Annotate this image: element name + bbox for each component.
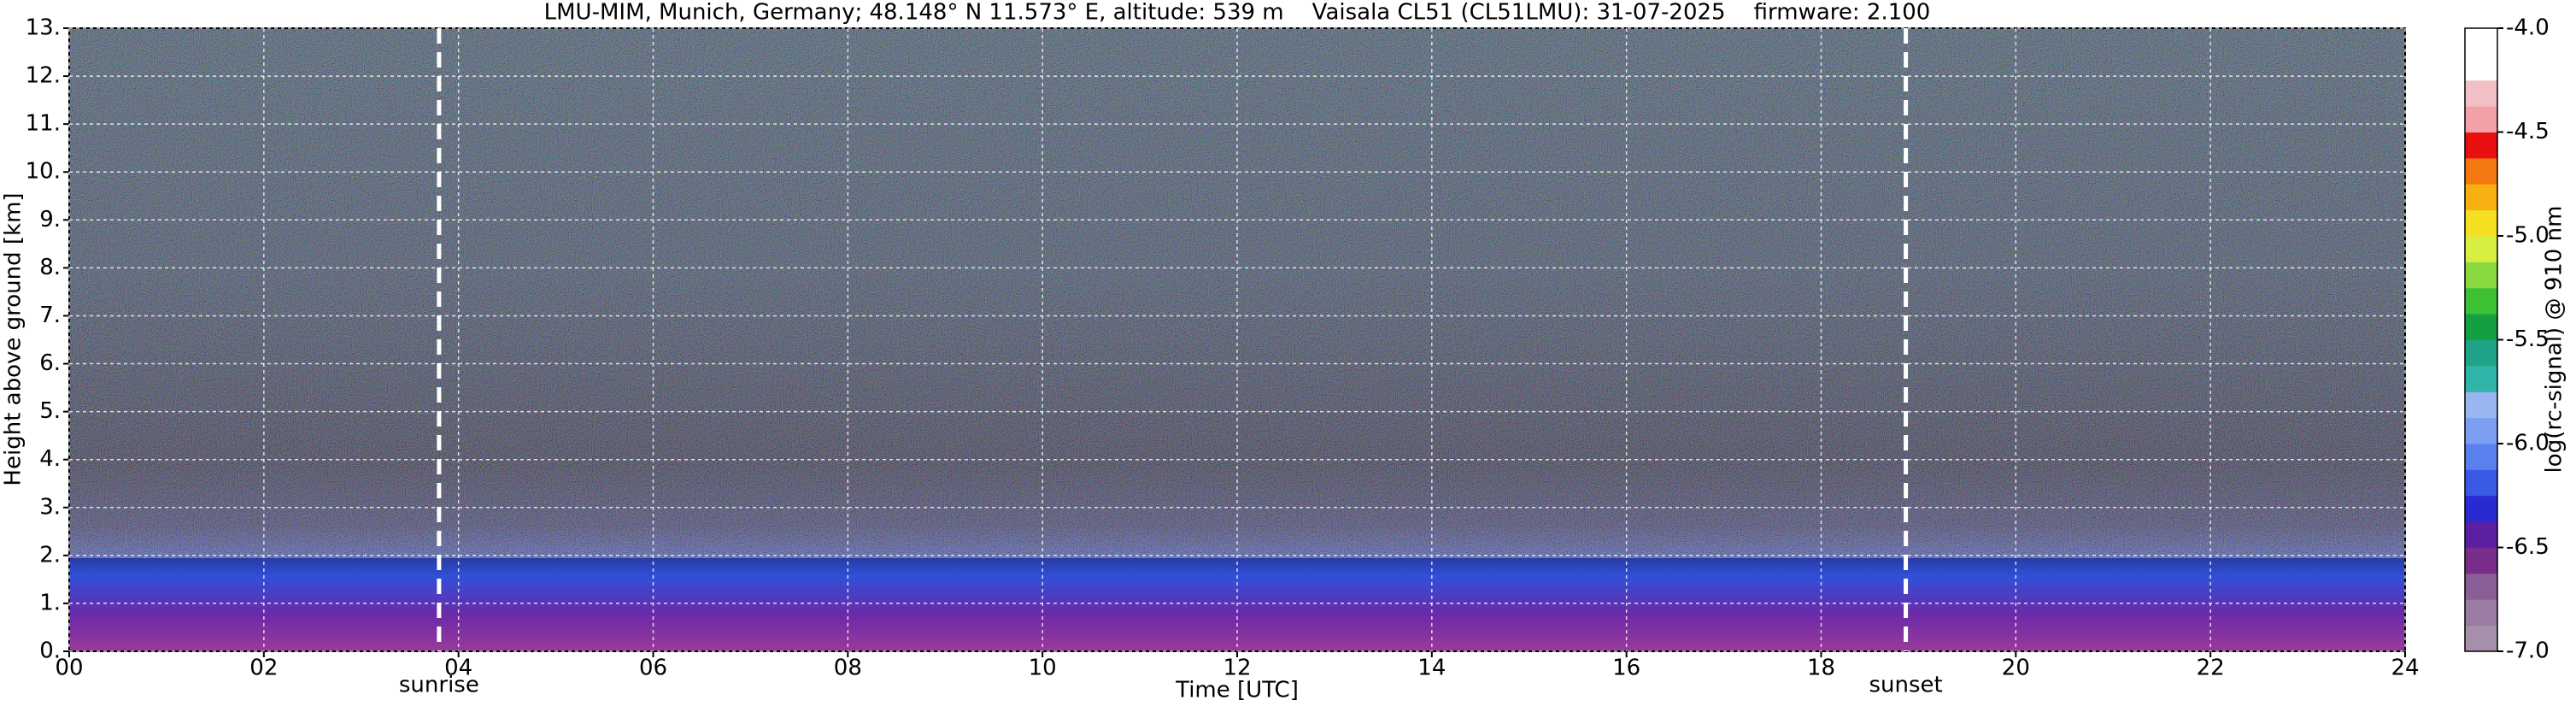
x-tick-label: 08	[834, 656, 862, 681]
y-axis-label: Height above ground [km]	[1, 192, 26, 485]
colorbar-swatch	[2465, 54, 2497, 81]
y-tick-label: 13.	[26, 15, 61, 41]
y-tick-label: 12.	[26, 63, 61, 89]
colorbar-swatch	[2465, 469, 2497, 497]
x-tick-label: 16	[1612, 656, 1640, 681]
colorbar-tick-label: -5.5	[2506, 327, 2550, 352]
colorbar-swatch	[2465, 184, 2497, 211]
x-tick-label: 02	[249, 656, 278, 681]
colorbar-swatch	[2465, 521, 2497, 548]
y-tick-label: 11.	[26, 111, 61, 137]
colorbar-swatch	[2465, 287, 2497, 315]
x-tick-label: 18	[1807, 656, 1835, 681]
colorbar-swatch	[2465, 391, 2497, 419]
colorbar-swatch	[2465, 417, 2497, 444]
x-tick-label: 06	[639, 656, 667, 681]
y-tick-label: 10.	[26, 159, 61, 185]
y-tick-label: 9.	[39, 207, 61, 232]
y-tick-label: 5.	[39, 398, 61, 424]
x-tick-label: 24	[2391, 656, 2419, 681]
x-tick-label: 14	[1417, 656, 1446, 681]
colorbar-swatch	[2465, 625, 2497, 652]
x-tick-label: 12	[1223, 656, 1251, 681]
colorbar-swatch	[2465, 339, 2497, 367]
colorbar-label: log(rc-signal) @ 910 nm	[2542, 206, 2567, 474]
colorbar-swatch	[2465, 157, 2497, 185]
annotation-label: sunset	[1869, 673, 1942, 698]
colorbar-swatch	[2465, 547, 2497, 574]
x-axis-label: Time [UTC]	[1175, 678, 1299, 703]
x-tick-label: 10	[1029, 656, 1057, 681]
colorbar-tick-label: -5.0	[2506, 223, 2550, 249]
annotation-label: sunrise	[399, 673, 479, 698]
colorbar-swatch	[2465, 209, 2497, 237]
y-tick-label: 2.	[39, 542, 61, 568]
colorbar-tick-label: -6.5	[2506, 534, 2550, 560]
colorbar-swatch	[2465, 365, 2497, 392]
colorbar-tick-label: -4.0	[2506, 15, 2550, 41]
colorbar-swatch	[2465, 106, 2497, 132]
y-tick-label: 6.	[39, 350, 61, 376]
colorbar-tick-label: -4.5	[2506, 119, 2550, 144]
y-tick-label: 1.	[39, 590, 61, 615]
y-tick-label: 7.	[39, 303, 61, 328]
colorbar-swatch	[2465, 599, 2497, 627]
colorbar-swatch	[2465, 28, 2497, 55]
y-tick-label: 8.	[39, 255, 61, 280]
noise-texture	[69, 28, 2405, 558]
colorbar-tick-label: -6.0	[2506, 431, 2550, 456]
x-tick-label: 04	[444, 656, 472, 681]
x-tick-label: 00	[55, 656, 83, 681]
colorbar-swatch	[2465, 132, 2497, 159]
colorbar-swatch	[2465, 236, 2497, 262]
colorbar-tick-label: -7.0	[2506, 638, 2550, 664]
colorbar-swatch	[2465, 79, 2497, 107]
colorbar-swatch	[2465, 573, 2497, 600]
colorbar-swatch	[2465, 262, 2497, 289]
y-tick-label: 3.	[39, 494, 61, 520]
y-tick-label: 4.	[39, 446, 61, 472]
colorbar-swatch	[2465, 495, 2497, 522]
chart-title: LMU-MIM, Munich, Germany; 48.148° N 11.5…	[544, 0, 1931, 26]
y-tick-label: 0.	[39, 638, 61, 664]
colorbar-swatch	[2465, 444, 2497, 470]
x-tick-label: 22	[2197, 656, 2225, 681]
colorbar-swatch	[2465, 314, 2497, 340]
x-tick-label: 20	[2002, 656, 2030, 681]
